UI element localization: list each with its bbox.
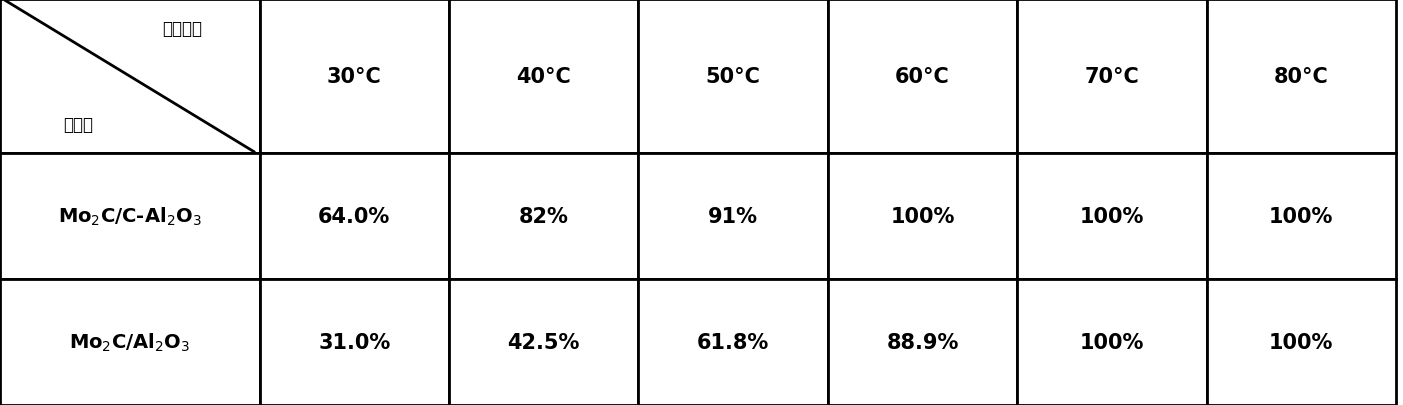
Bar: [828, 279, 1017, 405]
Text: 反应温度: 反应温度: [161, 20, 202, 38]
Text: 31.0%: 31.0%: [318, 332, 390, 352]
Bar: [638, 154, 828, 279]
Text: 91%: 91%: [709, 207, 758, 227]
Bar: [638, 0, 828, 154]
Text: 70°C: 70°C: [1085, 67, 1139, 87]
Text: 61.8%: 61.8%: [697, 332, 769, 352]
Bar: [0, 0, 260, 154]
Bar: [260, 154, 449, 279]
Bar: [260, 279, 449, 405]
Bar: [638, 279, 828, 405]
Text: 64.0%: 64.0%: [318, 207, 390, 227]
Text: 50°C: 50°C: [706, 67, 760, 87]
Text: 88.9%: 88.9%: [887, 332, 958, 352]
Bar: [449, 154, 638, 279]
Bar: [1017, 0, 1207, 154]
Bar: [0, 154, 260, 279]
Bar: [1207, 0, 1396, 154]
Bar: [449, 0, 638, 154]
Bar: [828, 154, 1017, 279]
Text: 100%: 100%: [1270, 332, 1333, 352]
Text: 42.5%: 42.5%: [508, 332, 579, 352]
Text: 82%: 82%: [519, 207, 568, 227]
Text: 60°C: 60°C: [895, 67, 950, 87]
Text: Mo$_2$C/C-Al$_2$O$_3$: Mo$_2$C/C-Al$_2$O$_3$: [58, 206, 202, 228]
Bar: [260, 0, 449, 154]
Bar: [1207, 154, 1396, 279]
Bar: [828, 0, 1017, 154]
Bar: [1017, 279, 1207, 405]
Bar: [449, 279, 638, 405]
Text: 催化剂: 催化剂: [63, 116, 93, 134]
Text: 100%: 100%: [891, 207, 954, 227]
Bar: [1207, 279, 1396, 405]
Text: 100%: 100%: [1080, 332, 1143, 352]
Text: 80°C: 80°C: [1274, 67, 1329, 87]
Text: 40°C: 40°C: [516, 67, 571, 87]
Text: 100%: 100%: [1080, 207, 1143, 227]
Text: Mo$_2$C/Al$_2$O$_3$: Mo$_2$C/Al$_2$O$_3$: [69, 331, 191, 353]
Bar: [0, 279, 260, 405]
Text: 30°C: 30°C: [327, 67, 382, 87]
Bar: [1017, 154, 1207, 279]
Text: 100%: 100%: [1270, 207, 1333, 227]
